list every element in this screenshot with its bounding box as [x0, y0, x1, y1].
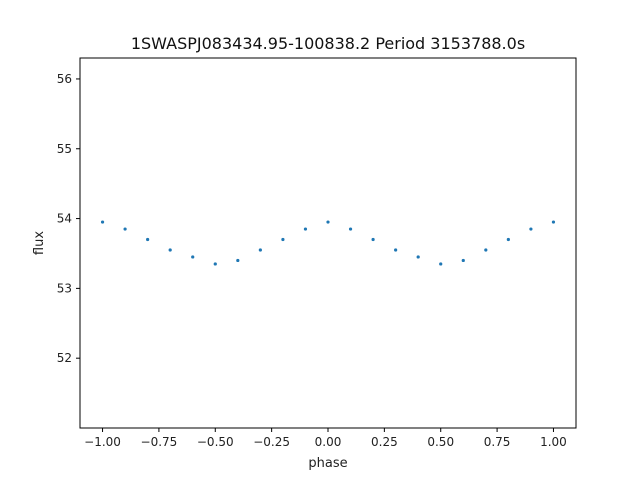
data-point	[168, 248, 172, 252]
x-tick-label: −0.25	[253, 435, 290, 449]
x-tick-label: 1.00	[540, 435, 567, 449]
data-point	[484, 248, 488, 252]
data-point	[326, 220, 330, 224]
x-tick-label: 0.50	[427, 435, 454, 449]
y-axis-label: flux	[32, 231, 47, 255]
data-point	[123, 227, 127, 231]
y-tick-label: 53	[57, 281, 72, 295]
plot-frame	[79, 57, 577, 429]
data-point	[506, 237, 510, 242]
x-tick-label: 0.00	[315, 435, 342, 449]
y-tick-label: 56	[57, 72, 72, 86]
x-tick-label: −0.50	[197, 435, 234, 449]
data-point	[348, 227, 353, 231]
y-tick-label: 55	[57, 142, 72, 156]
data-point	[213, 262, 217, 266]
x-axis: −1.00 −0.75 −0.50 −0.25 0.00 0.25 0.50 0.75 1.00	[84, 428, 567, 449]
scatter-points	[100, 220, 556, 266]
data-point	[461, 258, 465, 263]
y-tick-label: 52	[57, 351, 72, 365]
data-point	[236, 258, 240, 263]
data-point	[439, 262, 443, 266]
data-point	[416, 255, 420, 259]
x-axis-label: phase	[308, 456, 347, 471]
data-point	[371, 237, 375, 242]
data-point	[303, 227, 308, 231]
data-point	[191, 255, 195, 259]
data-point	[394, 248, 398, 252]
data-point	[146, 237, 150, 242]
data-point	[281, 237, 285, 242]
data-point	[258, 248, 262, 252]
data-point	[100, 220, 105, 224]
chart-title: 1SWASPJ083434.95-100838.2 Period 3153788…	[131, 34, 525, 53]
x-tick-label: 0.75	[484, 435, 511, 449]
x-tick-label: −1.00	[84, 435, 121, 449]
x-tick-label: 0.25	[371, 435, 398, 449]
y-tick-label: 54	[57, 212, 72, 226]
data-point	[529, 227, 533, 231]
x-tick-label: −0.75	[141, 435, 178, 449]
data-point	[551, 220, 556, 224]
y-axis: 52 53 54 55 56	[57, 72, 80, 365]
